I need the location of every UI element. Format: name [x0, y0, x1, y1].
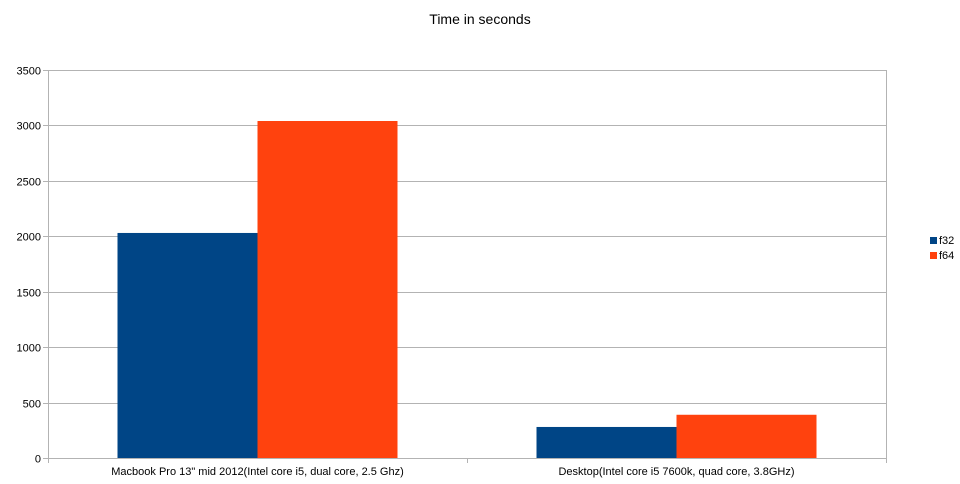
- gridlines: [43, 70, 886, 459]
- bar-f32-0: [117, 232, 258, 458]
- y-tick-label: 2500: [17, 177, 41, 189]
- x-category-label: Macbook Pro 13" mid 2012(Intel core i5, …: [111, 466, 404, 478]
- legend-label-f32: f32: [939, 235, 954, 247]
- bar-f64-0: [257, 120, 398, 458]
- bar-f64-1: [676, 414, 817, 458]
- y-tick-label: 0: [35, 454, 41, 466]
- bar-f32-1: [536, 426, 677, 458]
- y-tick-label: 1500: [17, 288, 41, 300]
- legend-swatch-f32: [930, 237, 937, 244]
- y-tick-label: 2000: [17, 232, 41, 244]
- x-category-label: Desktop(Intel core i5 7600k, quad core, …: [558, 466, 794, 478]
- bars: [117, 120, 817, 458]
- y-tick-label: 3000: [17, 121, 41, 133]
- axes: [48, 70, 887, 463]
- y-tick-label: 1000: [17, 343, 41, 355]
- chart-title: Time in seconds: [429, 11, 531, 27]
- legend-swatch-f64: [930, 252, 937, 259]
- legend-label-f64: f64: [939, 250, 954, 262]
- labels: 0 500 1000 1500 2000 2500 3000 3500 Macbook Pro …: [17, 66, 795, 479]
- y-tick-label: 3500: [17, 66, 41, 78]
- y-tick-label: 500: [23, 399, 41, 411]
